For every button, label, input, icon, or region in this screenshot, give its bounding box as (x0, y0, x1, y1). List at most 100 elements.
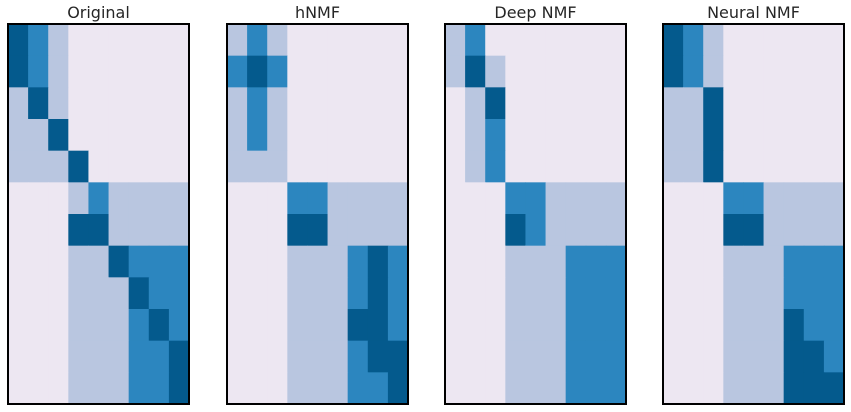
heatmap-cell (723, 150, 744, 183)
heatmap-cell (565, 150, 587, 183)
heatmap-cell (28, 119, 49, 152)
heatmap-cell (327, 277, 349, 310)
heatmap-cell (803, 245, 825, 278)
heatmap-cell (723, 24, 744, 57)
heatmap-cell (148, 150, 170, 183)
heatmap-cell (367, 214, 389, 247)
heatmap-cell (605, 372, 627, 405)
heatmap-cell (803, 340, 825, 373)
heatmap-cell (128, 182, 150, 215)
heatmap-cell (48, 214, 69, 247)
heatmap-cell (663, 87, 684, 120)
heatmap-cell (783, 340, 805, 373)
heatmap-cell (605, 119, 627, 152)
heatmap-cell (783, 150, 805, 183)
heatmap-cell (88, 214, 110, 247)
heatmap-cell (347, 340, 369, 373)
heatmap-cell (28, 87, 49, 120)
heatmap-cell (525, 119, 547, 152)
heatmap-cell (48, 150, 69, 183)
heatmap-cell (287, 277, 308, 310)
heatmap-cell (227, 87, 248, 120)
heatmap-cell (763, 245, 785, 278)
heatmap-cell (307, 340, 329, 373)
heatmap-cell (387, 87, 409, 120)
heatmap-cell (763, 87, 785, 120)
heatmap-cell (485, 277, 506, 310)
heatmap-cell (485, 372, 506, 405)
heatmap-cell (565, 277, 587, 310)
heatmap-cell (465, 150, 486, 183)
panel-frame (444, 23, 627, 405)
heatmap-cell (585, 309, 607, 342)
heatmap-cell (88, 55, 110, 88)
heatmap-cell (783, 24, 805, 57)
heatmap-cell (763, 182, 785, 215)
heatmap-cell (128, 309, 150, 342)
heatmap-cell (48, 372, 69, 405)
heatmap-cell (48, 277, 69, 310)
heatmap-cell (525, 340, 547, 373)
heatmap-cell (605, 340, 627, 373)
heatmap-cell (465, 309, 486, 342)
heatmap-cell (247, 214, 268, 247)
heatmap-cell (148, 214, 170, 247)
heatmap-cell (168, 55, 190, 88)
heatmap-cell (803, 214, 825, 247)
heatmap-cell (565, 340, 587, 373)
heatmap-cell (683, 182, 704, 215)
heatmap-cell (88, 119, 110, 152)
heatmap-cell (465, 340, 486, 373)
heatmap-cell (168, 119, 190, 152)
heatmap-cell (663, 372, 684, 405)
heatmap-cell (68, 309, 89, 342)
heatmap-cell (445, 309, 466, 342)
heatmap-cell (367, 245, 389, 278)
heatmap-cell (307, 372, 329, 405)
heatmap-cell (387, 245, 409, 278)
heatmap-cell (8, 150, 29, 183)
heatmap-cell (525, 277, 547, 310)
heatmap-cell (347, 87, 369, 120)
heatmap-cell (585, 182, 607, 215)
heatmap-cell (347, 119, 369, 152)
heatmap-cell (48, 87, 69, 120)
heatmap-cell (8, 87, 29, 120)
heatmap-cell (327, 309, 349, 342)
panel-title-hnmf: hNMF (294, 3, 341, 22)
heatmap-cell (48, 24, 69, 57)
heatmap-cell (347, 182, 369, 215)
heatmap-cell (48, 182, 69, 215)
heatmap-cell (28, 182, 49, 215)
heatmap-cell (247, 119, 268, 152)
heatmap-cell (723, 309, 744, 342)
heatmap-cell (28, 150, 49, 183)
heatmap-cell (585, 277, 607, 310)
heatmap-cell (327, 372, 349, 405)
heatmap-cell (307, 214, 329, 247)
heatmap-cell (545, 277, 567, 310)
heatmap-cell (445, 245, 466, 278)
heatmap-cell (683, 245, 704, 278)
heatmap-panel-deep-nmf (444, 23, 627, 405)
heatmap-cell (128, 214, 150, 247)
heatmap-cell (347, 245, 369, 278)
heatmap-cell (8, 214, 29, 247)
heatmap-cell (387, 372, 409, 405)
heatmap-cell (367, 309, 389, 342)
heatmap-cell (743, 245, 765, 278)
heatmap-cell (347, 309, 369, 342)
heatmap-cell (663, 245, 684, 278)
heatmap-cell (605, 87, 627, 120)
heatmap-cell (148, 309, 170, 342)
heatmap-cell (387, 340, 409, 373)
heatmap-cell (267, 24, 288, 57)
heatmap-cell (128, 245, 150, 278)
heatmap-cell (683, 277, 704, 310)
heatmap-cell (445, 372, 466, 405)
heatmap-cell (803, 55, 825, 88)
heatmap-cell (703, 372, 724, 405)
heatmap-cell (663, 182, 684, 215)
heatmap-cell (148, 245, 170, 278)
heatmap-cell (585, 214, 607, 247)
